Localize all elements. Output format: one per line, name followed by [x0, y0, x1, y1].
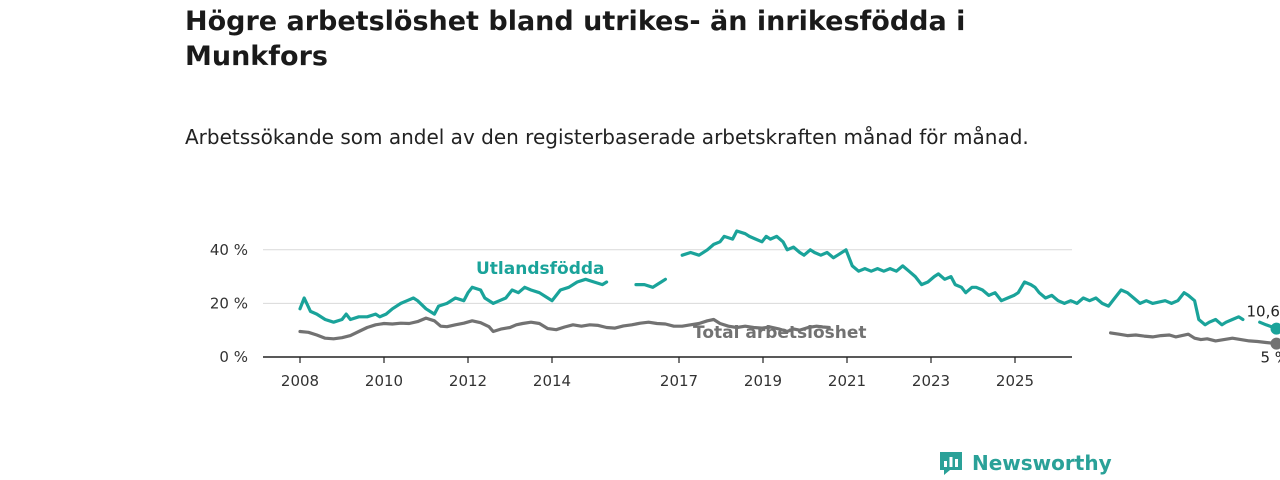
x-tick-label: 2012 [449, 372, 487, 390]
x-tick-label: 2019 [744, 372, 782, 390]
series-line-total [1109, 331, 1279, 346]
series-line-utlandsfodda [634, 277, 667, 289]
y-tick-label: 0 % [219, 348, 248, 366]
series-line-utlandsfodda [298, 277, 609, 324]
x-axis: 2008 2010 2012 2014 2017 2019 2021 2023 2025 [281, 357, 1034, 390]
newsworthy-logo: Newsworthy [938, 448, 1112, 478]
series-labels: 10,6 % 5 % Utlandsfödda Total arbetslöshet [476, 259, 1280, 367]
logo-text: Newsworthy [972, 451, 1112, 475]
series-label-total: Total arbetslöshet [693, 323, 867, 343]
end-point-total [1270, 337, 1280, 350]
y-tick-label: 20 % [210, 294, 248, 312]
series-label-utlandsfodda: Utlandsfödda [476, 259, 605, 279]
x-tick-label: 2008 [281, 372, 319, 390]
bar-chart-icon [940, 452, 962, 475]
x-tick-label: 2023 [912, 372, 950, 390]
series-line-utlandsfodda [680, 229, 1245, 327]
end-value-label-total: 5 % [1261, 349, 1280, 367]
x-tick-label: 2025 [996, 372, 1034, 390]
y-tick-label: 40 % [210, 241, 248, 259]
series-line-total [298, 316, 831, 341]
x-tick-label: 2010 [365, 372, 403, 390]
y-axis: 0 % 20 % 40 % [210, 241, 248, 366]
chart-subtitle: Arbetssökande som andel av den registerb… [185, 125, 1029, 149]
grid [263, 249, 1072, 358]
end-value-label-utlandsfodda: 10,6 % [1247, 303, 1280, 321]
series [298, 229, 1280, 350]
x-tick-label: 2017 [660, 372, 698, 390]
x-tick-label: 2021 [828, 372, 866, 390]
end-point-utlandsfodda [1270, 322, 1280, 335]
x-tick-label: 2014 [533, 372, 571, 390]
line-chart: 0 % 20 % 40 % 2008 2010 2012 2014 2017 2019 2021… [210, 229, 1280, 390]
chart-title: Högre arbetslöshet bland utrikes- än inr… [185, 6, 966, 72]
